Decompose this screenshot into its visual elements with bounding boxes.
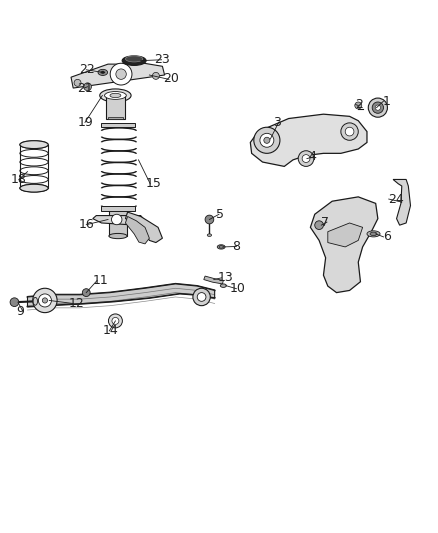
Circle shape xyxy=(302,155,310,163)
Ellipse shape xyxy=(110,93,121,98)
Ellipse shape xyxy=(122,56,146,66)
Text: 21: 21 xyxy=(77,82,92,94)
Circle shape xyxy=(341,123,358,140)
Ellipse shape xyxy=(220,284,226,287)
Polygon shape xyxy=(328,223,363,247)
Circle shape xyxy=(10,298,19,306)
Bar xyxy=(101,123,135,127)
Ellipse shape xyxy=(125,56,143,62)
Circle shape xyxy=(315,221,323,230)
Text: 19: 19 xyxy=(78,116,93,129)
Ellipse shape xyxy=(100,89,131,102)
Text: 2: 2 xyxy=(355,98,363,111)
Text: 15: 15 xyxy=(146,177,162,190)
Circle shape xyxy=(298,151,314,166)
Circle shape xyxy=(33,288,57,313)
Circle shape xyxy=(375,105,381,110)
Circle shape xyxy=(112,318,119,325)
Text: 13: 13 xyxy=(217,271,233,284)
Text: 20: 20 xyxy=(163,71,179,85)
Text: 14: 14 xyxy=(102,325,118,337)
Circle shape xyxy=(368,98,388,117)
Bar xyxy=(108,117,123,119)
Polygon shape xyxy=(28,284,215,306)
Circle shape xyxy=(193,288,210,305)
Circle shape xyxy=(74,79,81,86)
Text: 18: 18 xyxy=(11,173,27,186)
Circle shape xyxy=(205,215,214,224)
Circle shape xyxy=(84,83,92,91)
Circle shape xyxy=(109,314,122,328)
Circle shape xyxy=(197,293,206,301)
Circle shape xyxy=(260,133,274,147)
Ellipse shape xyxy=(217,245,225,249)
Text: 16: 16 xyxy=(79,218,95,231)
Ellipse shape xyxy=(33,297,38,305)
Ellipse shape xyxy=(219,246,223,248)
Text: 24: 24 xyxy=(388,192,403,206)
Ellipse shape xyxy=(20,184,48,192)
Circle shape xyxy=(116,69,126,79)
Ellipse shape xyxy=(100,71,106,74)
Polygon shape xyxy=(125,216,149,244)
Circle shape xyxy=(82,289,90,296)
Ellipse shape xyxy=(109,233,127,239)
Circle shape xyxy=(42,298,47,303)
Polygon shape xyxy=(93,215,145,225)
Text: 4: 4 xyxy=(309,150,317,163)
Ellipse shape xyxy=(370,232,377,236)
Text: 5: 5 xyxy=(215,208,223,221)
Circle shape xyxy=(345,127,354,136)
Text: 3: 3 xyxy=(273,116,281,129)
Text: 1: 1 xyxy=(383,95,391,108)
Ellipse shape xyxy=(98,69,108,76)
Circle shape xyxy=(264,137,270,143)
Text: 10: 10 xyxy=(230,282,246,295)
Text: 23: 23 xyxy=(155,53,170,66)
Polygon shape xyxy=(393,180,410,225)
Circle shape xyxy=(372,102,384,114)
Circle shape xyxy=(254,127,280,154)
Circle shape xyxy=(39,294,51,307)
Circle shape xyxy=(152,72,159,79)
Bar xyxy=(110,210,127,236)
Ellipse shape xyxy=(367,231,380,237)
Text: 8: 8 xyxy=(232,240,240,253)
Circle shape xyxy=(355,102,362,109)
Bar xyxy=(106,94,125,118)
Circle shape xyxy=(112,214,122,225)
Polygon shape xyxy=(251,114,367,166)
Text: 22: 22 xyxy=(79,63,95,76)
Polygon shape xyxy=(204,276,223,284)
Ellipse shape xyxy=(207,234,212,237)
Ellipse shape xyxy=(20,141,48,149)
Ellipse shape xyxy=(105,92,126,99)
Polygon shape xyxy=(125,212,162,243)
Text: 6: 6 xyxy=(383,230,391,244)
Text: 11: 11 xyxy=(93,274,109,287)
Text: 9: 9 xyxy=(17,305,25,318)
Circle shape xyxy=(110,63,132,85)
Text: 12: 12 xyxy=(69,297,85,310)
Text: 7: 7 xyxy=(321,216,329,229)
Polygon shape xyxy=(311,197,378,293)
Bar xyxy=(101,206,135,211)
Polygon shape xyxy=(71,62,165,88)
